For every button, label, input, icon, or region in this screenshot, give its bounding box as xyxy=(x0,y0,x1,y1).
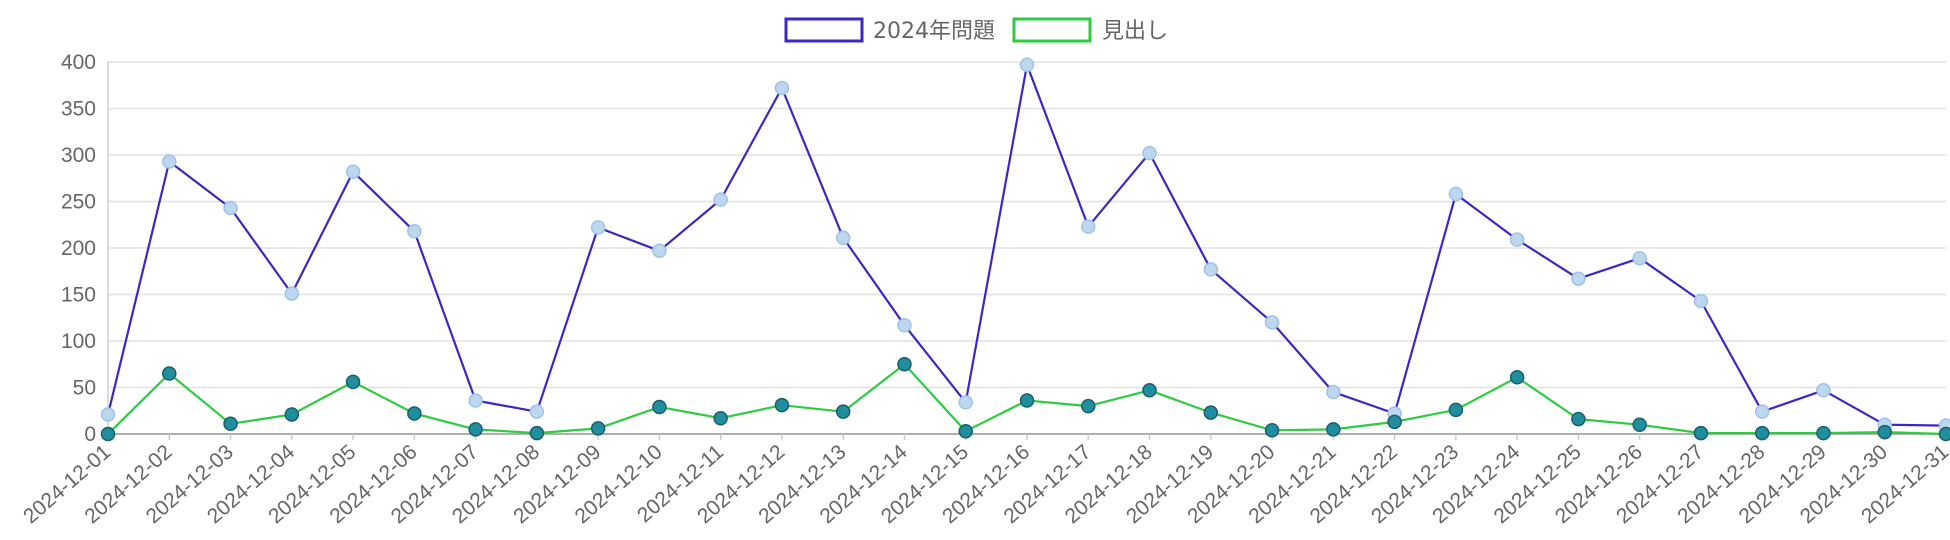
y-axis-tick-labels: 0 50 100 150 200 250 300 350 400 xyxy=(61,51,96,446)
data-point[interactable] xyxy=(590,421,606,436)
data-point[interactable] xyxy=(284,286,300,301)
data-point[interactable] xyxy=(1019,57,1035,73)
data-point[interactable] xyxy=(1754,425,1770,441)
data-point[interactable] xyxy=(162,154,177,169)
data-point[interactable] xyxy=(774,397,790,413)
series-0 xyxy=(100,57,1950,433)
y-tick-label: 400 xyxy=(61,51,96,74)
series-line-0 xyxy=(106,63,1947,427)
data-point[interactable] xyxy=(1142,383,1157,398)
data-point[interactable] xyxy=(1693,293,1709,309)
y-tick-label: 50 xyxy=(73,377,96,400)
data-point[interactable] xyxy=(345,164,361,179)
data-point[interactable] xyxy=(529,425,545,441)
data-point[interactable] xyxy=(407,406,422,421)
data-point[interactable] xyxy=(1264,315,1280,330)
y-tick-label: 150 xyxy=(61,284,96,307)
data-point[interactable] xyxy=(1571,271,1586,286)
legend-item-1[interactable]: 見出し xyxy=(1012,17,1168,44)
data-point[interactable] xyxy=(1693,425,1709,441)
data-point[interactable] xyxy=(652,243,667,259)
data-point[interactable] xyxy=(1571,411,1586,427)
data-point[interactable] xyxy=(162,366,177,381)
data-point[interactable] xyxy=(345,374,361,390)
y-tick-label: 300 xyxy=(61,144,96,167)
data-point[interactable] xyxy=(1326,422,1341,437)
y-tick-label: 350 xyxy=(61,98,96,121)
data-point[interactable] xyxy=(468,393,483,408)
data-point[interactable] xyxy=(1509,370,1525,385)
data-point[interactable] xyxy=(652,399,667,415)
data-point[interactable] xyxy=(223,416,238,432)
data-point[interactable] xyxy=(713,192,728,207)
data-point[interactable] xyxy=(1448,402,1464,418)
data-point[interactable] xyxy=(958,423,973,439)
data-point[interactable] xyxy=(1448,186,1464,202)
data-point[interactable] xyxy=(468,422,483,437)
legend[interactable]: 2024年問題 見出し xyxy=(784,17,1168,44)
legend-swatch-0 xyxy=(784,17,864,43)
y-tick-label: 200 xyxy=(61,237,96,260)
data-point[interactable] xyxy=(835,230,851,246)
data-point[interactable] xyxy=(1142,145,1157,161)
grid-lines xyxy=(108,61,1946,435)
axes xyxy=(107,62,1947,440)
legend-swatch-1 xyxy=(1012,17,1092,43)
data-point[interactable] xyxy=(1816,383,1831,398)
legend-label-0: 2024年問題 xyxy=(873,19,995,44)
data-point[interactable] xyxy=(1019,393,1035,408)
data-point[interactable] xyxy=(897,317,912,333)
data-point[interactable] xyxy=(1509,232,1525,247)
data-point[interactable] xyxy=(774,80,790,96)
data-point[interactable] xyxy=(1326,384,1341,400)
x-axis-tick-labels: 2024-12-012024-12-022024-12-032024-12-04… xyxy=(19,440,1950,528)
data-point[interactable] xyxy=(284,407,300,422)
data-point[interactable] xyxy=(1203,405,1219,420)
data-point[interactable] xyxy=(100,407,116,422)
data-point[interactable] xyxy=(1081,219,1096,234)
data-point[interactable] xyxy=(590,220,606,235)
data-point[interactable] xyxy=(713,410,728,426)
data-point[interactable] xyxy=(1081,398,1096,414)
legend-label-1: 見出し xyxy=(1102,19,1168,44)
legend-item-0[interactable]: 2024年問題 xyxy=(784,17,995,44)
data-point[interactable] xyxy=(1877,424,1892,440)
data-point[interactable] xyxy=(897,357,912,372)
data-point[interactable] xyxy=(100,426,116,442)
data-point[interactable] xyxy=(1387,414,1402,430)
series-1 xyxy=(100,357,1950,442)
series xyxy=(100,57,1950,442)
data-point[interactable] xyxy=(407,224,422,239)
data-point[interactable] xyxy=(1938,426,1950,442)
y-tick-label: 250 xyxy=(61,191,96,214)
data-point[interactable] xyxy=(1632,417,1647,432)
y-tick-label: 100 xyxy=(61,330,96,353)
data-point[interactable] xyxy=(1754,404,1770,419)
data-point[interactable] xyxy=(1632,250,1647,266)
data-point[interactable] xyxy=(529,404,545,419)
data-point[interactable] xyxy=(958,395,973,410)
data-point[interactable] xyxy=(835,404,851,419)
data-point[interactable] xyxy=(223,200,238,216)
data-point[interactable] xyxy=(1203,262,1219,277)
data-point[interactable] xyxy=(1264,423,1280,438)
data-point[interactable] xyxy=(1816,425,1831,441)
y-tick-label: 0 xyxy=(84,423,96,446)
